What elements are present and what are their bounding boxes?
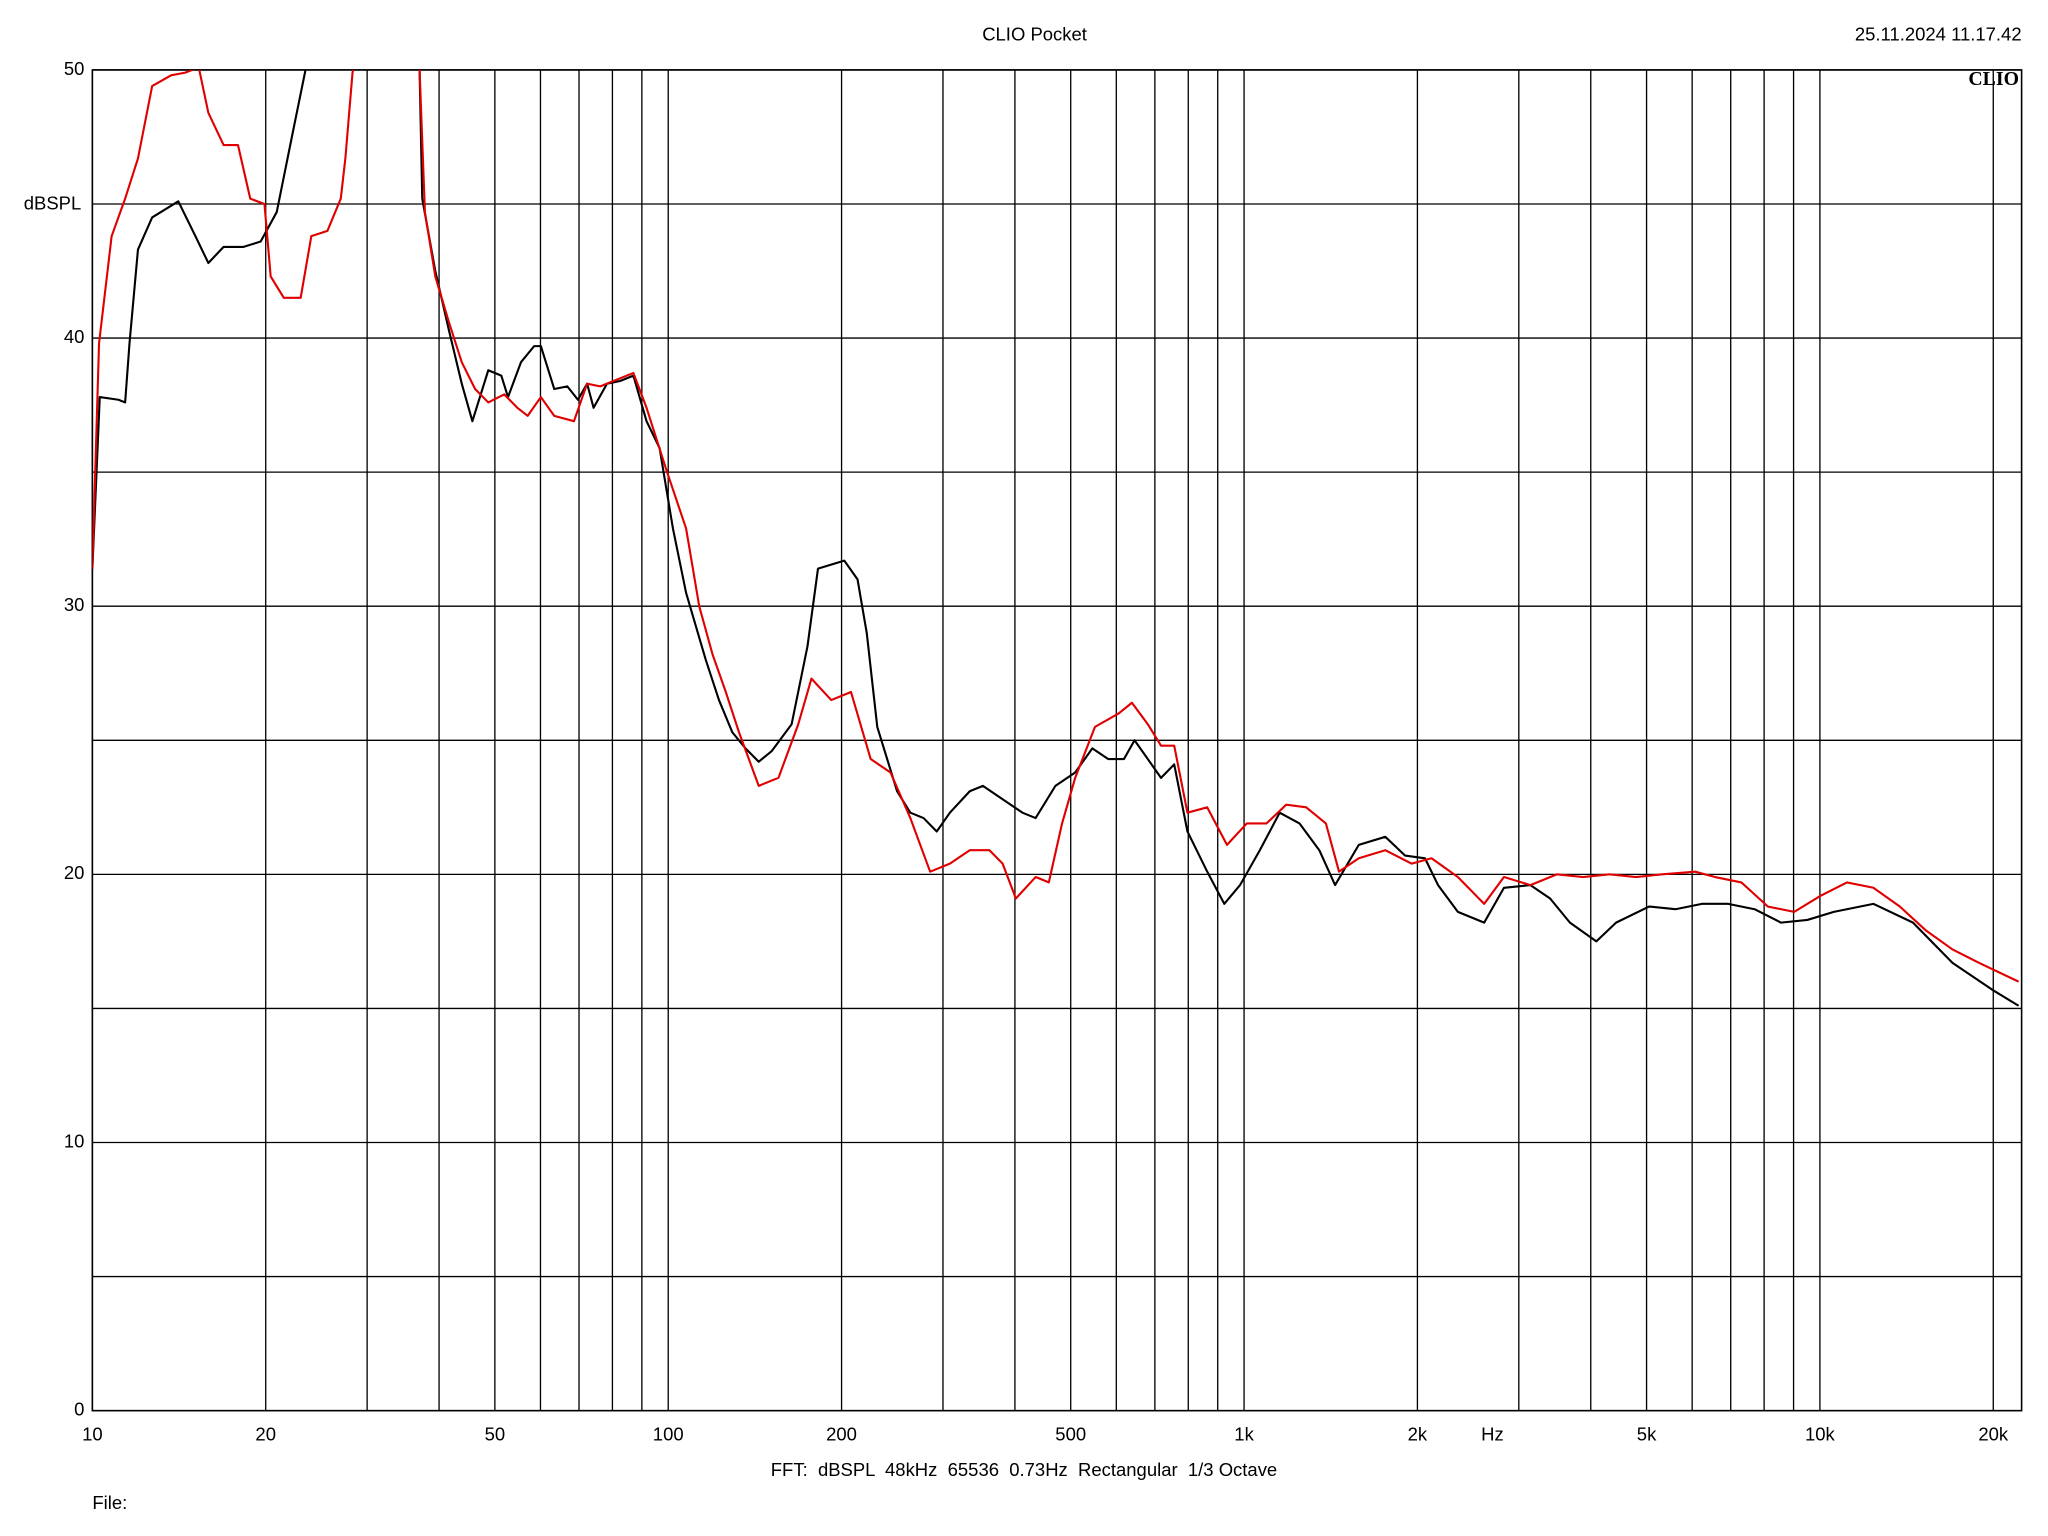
y-tick-label: 40 [64, 326, 85, 347]
x-tick-label: 10 [82, 1424, 103, 1445]
x-tick-label: 200 [826, 1424, 857, 1445]
series-line [92, 69, 2020, 1007]
file-label: File: [92, 1492, 127, 1513]
x-tick-label: 50 [485, 1424, 506, 1445]
x-axis-label: Hz [1481, 1424, 1504, 1445]
y-tick-label: 50 [64, 58, 85, 79]
x-tick-label: 20k [1978, 1424, 2009, 1445]
x-tick-label: 2k [1408, 1424, 1428, 1445]
x-tick-label: 1k [1234, 1424, 1254, 1445]
x-tick-label: 500 [1055, 1424, 1086, 1445]
x-tick-label: 10k [1805, 1424, 1836, 1445]
series-line [92, 69, 2020, 983]
x-tick-label: 20 [255, 1424, 276, 1445]
y-tick-label: 0 [74, 1399, 84, 1420]
footer: FFT: dBSPL 48kHz 65536 0.73Hz Rectangula… [771, 1459, 1277, 1480]
y-tick-label: 30 [64, 594, 85, 615]
y-tick-label: 10 [64, 1130, 85, 1151]
chart-title: CLIO Pocket [982, 24, 1087, 45]
timestamp: 25.11.2024 11.17.42 [1855, 24, 2022, 45]
y-axis-label: dBSPL [24, 192, 82, 213]
x-tick-label: 5k [1637, 1424, 1657, 1445]
x-tick-label: 100 [653, 1424, 684, 1445]
y-tick-label: 20 [64, 862, 85, 883]
